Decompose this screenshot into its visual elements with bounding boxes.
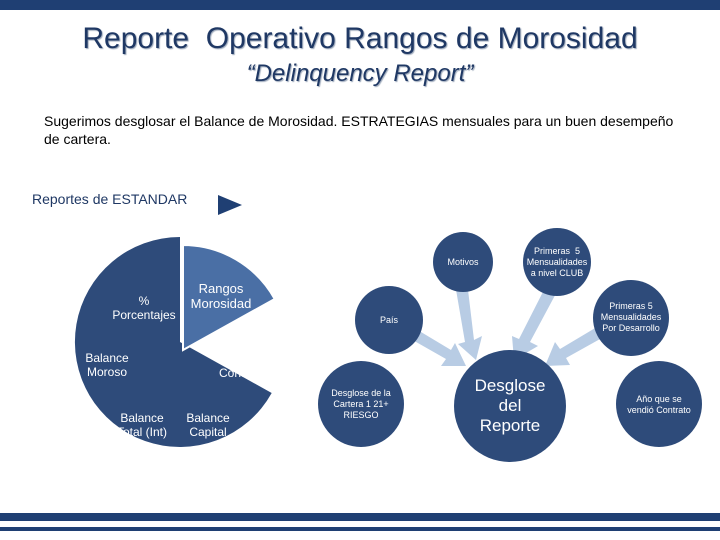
node-label-motivos: Motivos: [447, 257, 479, 267]
node-label-primeras-club: Primeras 5 Mensualidades a nivel CLUB: [526, 246, 588, 278]
pie-label-no-contratos: No. Contratos: [218, 352, 272, 380]
pie-label-balance-capital: Balance Capital: [186, 411, 230, 439]
pie-label-rangos-morosidad: Rangos Morosidad: [190, 281, 252, 311]
intro-text: Sugerimos desglosar el Balance de Morosi…: [44, 113, 674, 147]
pie-exploded-slice: [182, 243, 277, 352]
node-label-ano-contrato: Año que se vendió Contrato: [627, 394, 691, 415]
page-subtitle: “Delinquency Report”: [246, 60, 474, 87]
node-label-desglose-cartera: Desglose de la Cartera 1 21+ RIESGO: [331, 388, 391, 420]
page-title: Reporte Operativo Rangos de Morosidad: [82, 22, 638, 55]
node-circle-motivos: [433, 232, 493, 292]
pie-label-porcentajes: % Porcentajes: [112, 294, 176, 322]
center-circle: [454, 350, 566, 462]
node-circle-pais: [355, 286, 423, 354]
node-label-pais: País: [379, 315, 398, 325]
arrow-motivos: [454, 273, 482, 360]
node-circle-ano-contrato: [616, 361, 702, 447]
node-circle-primeras-desarrollo: [593, 280, 669, 356]
pointer-triangle-icon: [218, 195, 242, 215]
node-circle-primeras-club: [523, 228, 591, 296]
center-label: Desglose del Reporte: [474, 376, 546, 435]
bottom-accent-line: [0, 527, 720, 531]
pie-label-balance-moroso: Balance Moroso: [85, 351, 129, 379]
node-circle-desglose-cartera: [318, 361, 404, 447]
pie-main: [74, 236, 272, 447]
standard-reports-label: Reportes de ESTANDAR: [32, 191, 188, 207]
node-label-primeras-desarrollo: Primeras 5 Mensualidades Por Desarrollo: [600, 301, 662, 333]
bottom-accent-bar: [0, 513, 720, 521]
top-accent-bar: [0, 0, 720, 10]
pie-label-balance-total: Balance Total (Int): [116, 411, 167, 439]
arrow-primeras-club: [512, 282, 560, 360]
